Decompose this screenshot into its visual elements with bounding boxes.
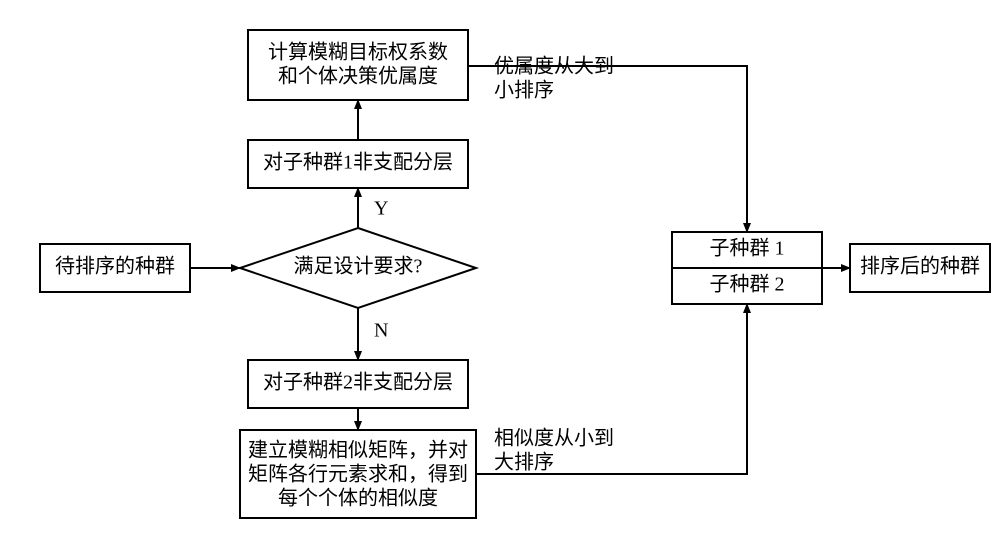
node-decision: 满足设计要求? <box>240 228 476 308</box>
node-result: 子种群 1 子种群 2 <box>672 232 822 304</box>
node-top-calc-line2: 和个体决策优属度 <box>278 65 438 88</box>
node-bot-calc-line1: 建立模糊相似矩阵，并对 <box>248 439 468 462</box>
node-bot-calc-line2: 矩阵各行元素求和，得到 <box>248 463 468 486</box>
edge-bot-label-2: 大排序 <box>494 451 554 474</box>
edge-label-y: Y <box>374 198 388 220</box>
node-decision-label: 满足设计要求? <box>294 255 423 278</box>
node-start-label: 待排序的种群 <box>55 255 175 278</box>
node-bot-sort-label: 对子种群2非支配分层 <box>263 371 453 394</box>
node-top-sort-label: 对子种群1非支配分层 <box>263 151 453 174</box>
node-top-sort: 对子种群1非支配分层 <box>248 140 468 188</box>
node-bot-calc: 建立模糊相似矩阵，并对 矩阵各行元素求和，得到 每个个体的相似度 <box>240 430 476 518</box>
edge-label-n: N <box>374 320 388 342</box>
node-bot-calc-line3: 每个个体的相似度 <box>278 487 438 510</box>
edge-bot-label-1: 相似度从小到 <box>494 427 614 450</box>
node-end-label: 排序后的种群 <box>860 255 980 278</box>
edge-top-label-1: 优属度从大到 <box>494 55 614 78</box>
node-start: 待排序的种群 <box>40 244 190 292</box>
node-top-calc-line1: 计算模糊目标权系数 <box>268 41 448 64</box>
node-result-top: 子种群 1 <box>710 237 785 260</box>
node-bot-sort: 对子种群2非支配分层 <box>248 360 468 408</box>
node-top-calc: 计算模糊目标权系数 和个体决策优属度 <box>248 30 468 100</box>
edge-top-label-2: 小排序 <box>494 79 554 102</box>
node-result-bot: 子种群 2 <box>710 273 785 296</box>
node-end: 排序后的种群 <box>850 244 990 292</box>
